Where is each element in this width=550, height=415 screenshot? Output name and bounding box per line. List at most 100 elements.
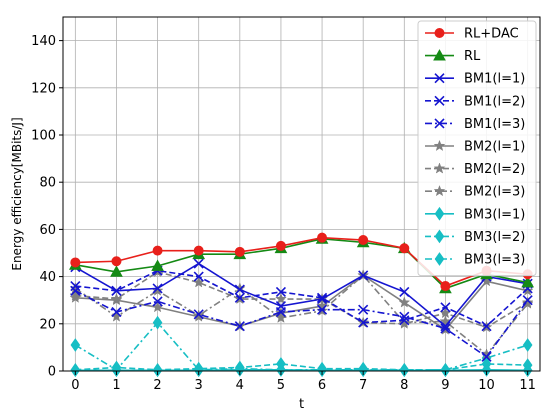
series-line (74, 321, 528, 371)
data-point (481, 362, 492, 377)
data-point (522, 338, 533, 352)
legend-entry-bm1-l-3: BM1(l=3) (425, 117, 525, 132)
series-bm3-l-1 (70, 362, 533, 378)
data-point (440, 363, 451, 378)
data-point (193, 363, 204, 378)
legend-entry-bm1-l-2: BM1(l=2) (425, 94, 525, 109)
data-point (316, 292, 328, 303)
legend-entry-rl-dac: RL+DAC (425, 27, 519, 42)
data-point (358, 317, 369, 328)
legend-label: BM1(l=3) (464, 117, 525, 132)
x-tick-label: 11 (519, 378, 536, 393)
x-tick-label: 7 (359, 378, 367, 393)
legend-box (417, 20, 537, 277)
x-axis-ticks: 0 1 2 3 4 5 6 7 8 9 10 11 (71, 371, 536, 393)
data-point (481, 351, 492, 362)
series-line (74, 274, 529, 356)
x-tick-label: 8 (400, 378, 408, 393)
data-point (234, 284, 245, 295)
data-point (110, 265, 123, 277)
data-point (234, 292, 245, 303)
x-tick-label: 2 (153, 378, 161, 393)
data-point (398, 296, 411, 308)
data-point (440, 321, 451, 332)
x-tick-label: 0 (71, 378, 79, 393)
plot-frame (62, 16, 541, 372)
data-point (522, 295, 533, 306)
series-bm1-l-2 (70, 265, 533, 332)
series-bm2-l-3 (69, 269, 534, 360)
data-point (275, 301, 287, 312)
data-point (111, 306, 122, 318)
data-point (152, 363, 163, 378)
data-point (70, 285, 81, 296)
series-bm1-l-1 (70, 258, 533, 332)
data-point (234, 321, 245, 332)
data-point (111, 363, 122, 378)
x-tick-label: 5 (277, 378, 285, 393)
series-layer (68, 232, 535, 378)
y-tick-label: 120 (31, 81, 56, 96)
data-point (521, 284, 534, 296)
data-point (358, 235, 369, 246)
data-point (152, 296, 163, 307)
legend-label: BM2(l=1) (464, 140, 525, 155)
data-point (275, 292, 287, 305)
legend-label: BM2(l=3) (464, 185, 525, 200)
series-line (75, 269, 529, 328)
legend-label: BM1(l=1) (464, 72, 525, 87)
legend-label: RL+DAC (464, 27, 519, 42)
data-point (70, 257, 81, 268)
y-tick-label: 100 (31, 129, 56, 144)
y-tick-label: 40 (39, 270, 56, 285)
legend-marker (434, 28, 445, 38)
data-point (151, 259, 164, 271)
data-point (317, 363, 327, 378)
legend-marker (433, 49, 446, 61)
data-point (110, 293, 123, 306)
legend-marker (434, 118, 445, 129)
y-tick-label: 60 (39, 223, 56, 238)
x-tick-label: 9 (441, 378, 449, 393)
legend-marker (433, 184, 446, 197)
series-line (75, 363, 528, 371)
legend-entry-bm2-l-1: BM2(l=1) (425, 140, 525, 155)
series-line (75, 274, 528, 331)
data-point (317, 232, 328, 243)
legend-marker (434, 73, 445, 84)
x-tick-label: 6 (318, 378, 326, 393)
series-bm1-l-3 (70, 285, 533, 362)
data-point (481, 321, 492, 332)
data-point (152, 245, 163, 256)
series-line (74, 290, 529, 358)
legend-label: BM3(l=1) (464, 207, 525, 222)
legend-label: BM2(l=2) (464, 162, 525, 177)
legend-entry-bm1-l-1: BM1(l=1) (425, 72, 525, 87)
data-point (399, 286, 410, 298)
data-point (521, 275, 535, 288)
y-tick-label: 20 (39, 317, 56, 332)
x-tick-label: 1 (112, 378, 120, 393)
data-point (275, 286, 287, 298)
legend-marker (434, 252, 445, 266)
legend-label: BM3(l=3) (464, 253, 525, 268)
legend-marker (433, 139, 446, 152)
data-point (440, 323, 451, 334)
data-point (193, 271, 204, 282)
data-point (193, 258, 204, 269)
data-point (111, 256, 122, 267)
data-point (152, 283, 163, 294)
series-bm2-l-2 (69, 265, 534, 333)
data-point (399, 363, 410, 378)
legend-label: BM3(l=2) (464, 230, 525, 245)
legend: RL+DAC RL BM1(l=1) BM1(l=2) BM1(l=3) BM2(l=1)… (417, 20, 537, 277)
legend-marker (434, 206, 445, 221)
data-point (398, 317, 411, 329)
data-point (521, 296, 534, 308)
data-point (69, 291, 82, 303)
legend-label: BM1(l=2) (464, 94, 525, 109)
data-point (358, 363, 368, 378)
x-tick-label: 4 (236, 378, 244, 393)
data-point (70, 338, 81, 352)
data-point (276, 362, 286, 377)
